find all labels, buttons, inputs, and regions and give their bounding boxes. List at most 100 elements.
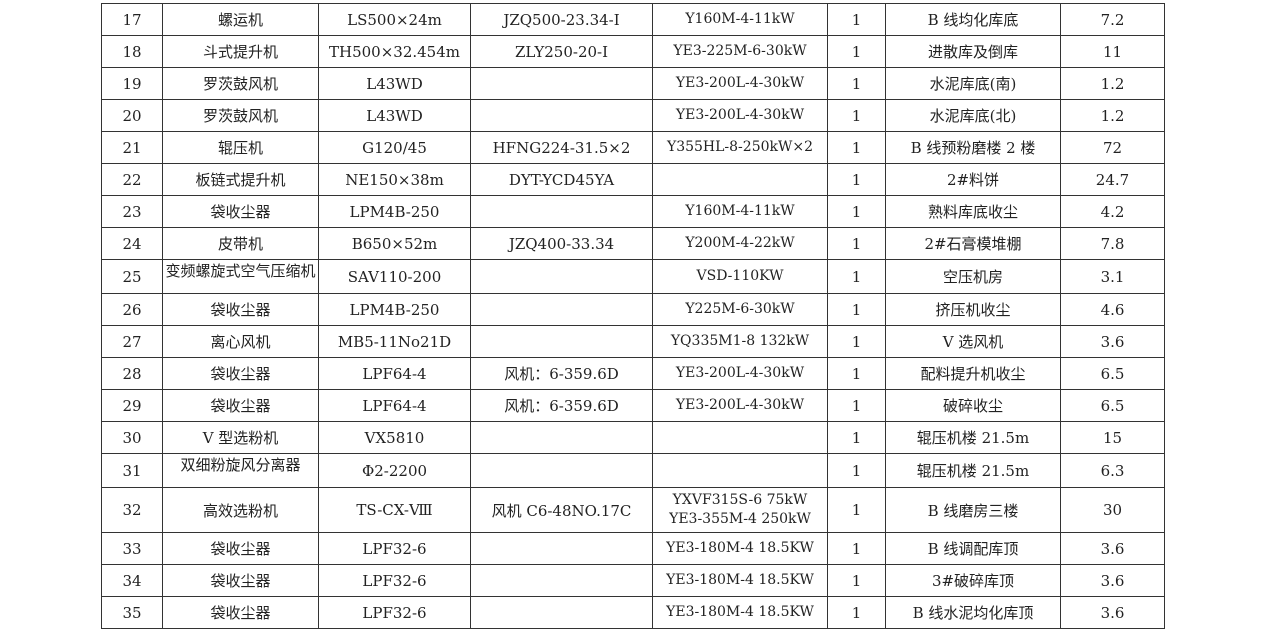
table-row: 32 高效选粉机 TS-CX-Ⅷ 风机 C6-48NO.17C YXVF315S-6 7…	[101, 487, 1165, 533]
motor-line: YE3-200L-4-30kW	[675, 107, 805, 123]
cell-equipment-name: 罗茨鼓风机	[162, 67, 319, 100]
cell-number: 18	[101, 35, 163, 68]
cell-quantity: 1	[827, 596, 886, 629]
cell-value: 3.1	[1060, 259, 1165, 294]
cell-reducer: 风机 C6-48NO.17C	[470, 487, 653, 533]
cell-value: 1.2	[1060, 67, 1165, 100]
cell-location: 水泥库底(北)	[885, 99, 1061, 132]
cell-quantity: 1	[827, 421, 886, 454]
cell-motor: YE3-180M-4 18.5KW	[652, 596, 828, 629]
cell-model: LPF64-4	[318, 389, 471, 422]
cell-reducer	[470, 325, 653, 358]
cell-number: 34	[101, 564, 163, 597]
cell-number: 30	[101, 421, 163, 454]
equipment-name-text: 双细粉旋风分离器	[180, 456, 301, 474]
table-row: 29 袋收尘器 LPF64-4 风机：6-359.6D YE3-200L-4-30kW 1…	[101, 389, 1165, 422]
cell-location: B 线预粉磨楼 2 楼	[885, 131, 1061, 164]
cell-motor: YE3-200L-4-30kW	[652, 357, 828, 390]
cell-number: 28	[101, 357, 163, 390]
cell-value: 7.2	[1060, 3, 1165, 36]
cell-number: 21	[101, 131, 163, 164]
cell-motor: YE3-180M-4 18.5KW	[652, 532, 828, 565]
table-row: 20 罗茨鼓风机 L43WD YE3-200L-4-30kW 1 水泥库底(北) 1.2	[101, 99, 1165, 132]
cell-equipment-name: 皮带机	[162, 227, 319, 260]
cell-reducer	[470, 564, 653, 597]
cell-motor: Y200M-4-22kW	[652, 227, 828, 260]
cell-location: 2#料饼	[885, 163, 1061, 196]
cell-motor: YQ335M1-8 132kW	[652, 325, 828, 358]
cell-equipment-name: 变频螺旋式空气压缩机	[162, 259, 319, 294]
cell-location: 辊压机楼 21.5m	[885, 421, 1061, 454]
cell-value: 3.6	[1060, 596, 1165, 629]
cell-quantity: 1	[827, 163, 886, 196]
cell-number: 27	[101, 325, 163, 358]
cell-number: 26	[101, 293, 163, 326]
table-row: 31 双细粉旋风分离器 Φ2-2200 1 辊压机楼 21.5m 6.3	[101, 453, 1165, 488]
cell-number: 32	[101, 487, 163, 533]
cell-model: NE150×38m	[318, 163, 471, 196]
cell-number: 20	[101, 99, 163, 132]
motor-line: Y160M-4-11kW	[685, 203, 795, 219]
table-row: 27 离心风机 MB5-11No21D YQ335M1-8 132kW 1 V 选风机 3.…	[101, 325, 1165, 358]
cell-number: 22	[101, 163, 163, 196]
cell-model: LPF32-6	[318, 564, 471, 597]
motor-line: YE3-200L-4-30kW	[675, 365, 805, 381]
cell-equipment-name: 双细粉旋风分离器	[162, 453, 319, 488]
cell-reducer: HFNG224-31.5×2	[470, 131, 653, 164]
cell-location: B 线磨房三楼	[885, 487, 1061, 533]
cell-quantity: 1	[827, 259, 886, 294]
cell-location: B 线调配库顶	[885, 532, 1061, 565]
cell-equipment-name: 袋收尘器	[162, 564, 319, 597]
table-row: 17 螺运机 LS500×24m JZQ500-23.34-Ⅰ Y160M-4-11kW…	[101, 3, 1165, 36]
cell-quantity: 1	[827, 195, 886, 228]
cell-motor: Y355HL-8-250kW×2	[652, 131, 828, 164]
table-row: 24 皮带机 B650×52m JZQ400-33.34 Y200M-4-22kW 1 2#…	[101, 227, 1165, 260]
cell-location: V 选风机	[885, 325, 1061, 358]
motor-line: Y160M-4-11kW	[685, 11, 795, 27]
cell-location: 辊压机楼 21.5m	[885, 453, 1061, 488]
equipment-name-text: 变频螺旋式空气压缩机	[165, 262, 316, 280]
cell-motor: Y160M-4-11kW	[652, 3, 828, 36]
cell-number: 33	[101, 532, 163, 565]
cell-quantity: 1	[827, 453, 886, 488]
cell-reducer	[470, 99, 653, 132]
cell-motor	[652, 453, 828, 488]
motor-line: YE3-355M-4 250kW	[669, 511, 811, 527]
motor-line: YE3-200L-4-30kW	[675, 397, 805, 413]
cell-model: L43WD	[318, 99, 471, 132]
motor-line: Y225M-6-30kW	[685, 301, 795, 317]
cell-model: G120/45	[318, 131, 471, 164]
cell-location: B 线水泥均化库顶	[885, 596, 1061, 629]
cell-value: 3.6	[1060, 325, 1165, 358]
table-row: 34 袋收尘器 LPF32-6 YE3-180M-4 18.5KW 1 3#破碎库顶 3.6	[101, 564, 1165, 597]
cell-motor: YE3-180M-4 18.5KW	[652, 564, 828, 597]
cell-equipment-name: 袋收尘器	[162, 389, 319, 422]
cell-number: 23	[101, 195, 163, 228]
cell-equipment-name: V 型选粉机	[162, 421, 319, 454]
cell-motor: YE3-225M-6-30kW	[652, 35, 828, 68]
cell-model: LPF32-6	[318, 596, 471, 629]
motor-line: YE3-200L-4-30kW	[675, 75, 805, 91]
cell-location: 水泥库底(南)	[885, 67, 1061, 100]
cell-equipment-name: 板链式提升机	[162, 163, 319, 196]
cell-equipment-name: 斗式提升机	[162, 35, 319, 68]
cell-equipment-name: 袋收尘器	[162, 357, 319, 390]
cell-value: 6.5	[1060, 389, 1165, 422]
cell-location: 挤压机收尘	[885, 293, 1061, 326]
cell-quantity: 1	[827, 227, 886, 260]
table-row: 25 变频螺旋式空气压缩机 SAV110-200 VSD-110KW 1 空压机房 3.1	[101, 259, 1165, 294]
cell-motor: YE3-200L-4-30kW	[652, 389, 828, 422]
table-row: 28 袋收尘器 LPF64-4 风机：6-359.6D YE3-200L-4-30kW 1…	[101, 357, 1165, 390]
cell-value: 3.6	[1060, 532, 1165, 565]
cell-reducer	[470, 596, 653, 629]
cell-model: B650×52m	[318, 227, 471, 260]
table-row: 26 袋收尘器 LPM4B-250 Y225M-6-30kW 1 挤压机收尘 4.6	[101, 293, 1165, 326]
cell-value: 72	[1060, 131, 1165, 164]
cell-value: 3.6	[1060, 564, 1165, 597]
cell-reducer: ZLY250-20-Ⅰ	[470, 35, 653, 68]
cell-reducer	[470, 532, 653, 565]
cell-reducer	[470, 293, 653, 326]
cell-reducer: 风机：6-359.6D	[470, 357, 653, 390]
cell-equipment-name: 螺运机	[162, 3, 319, 36]
cell-value: 11	[1060, 35, 1165, 68]
